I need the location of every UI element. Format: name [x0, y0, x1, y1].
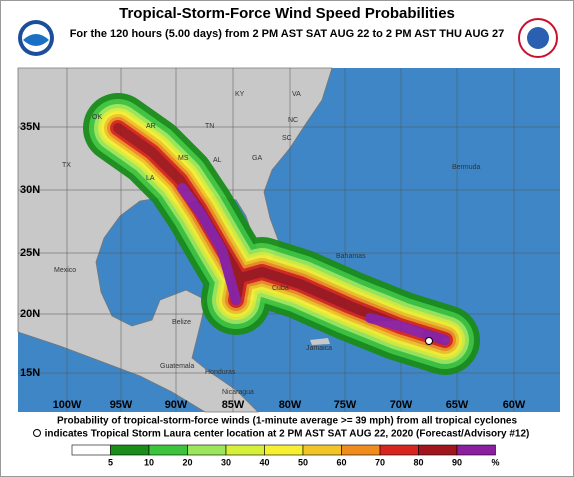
legend-swatch — [71, 444, 111, 456]
legend-label: 60 — [336, 457, 346, 467]
legend-label: % — [491, 457, 499, 467]
place-label: Bahamas — [336, 253, 366, 260]
place-label: MS — [178, 155, 189, 162]
lon-label: 85W — [222, 399, 245, 411]
place-label: TX — [62, 162, 71, 169]
subtitle: For the 120 hours (5.00 days) from 2 PM … — [70, 28, 505, 40]
place-labels: OK AR TN KY VA NC SC GA AL MS LA TX Mexi… — [54, 91, 481, 396]
nws-logo — [518, 18, 558, 58]
place-label: Belize — [172, 319, 191, 326]
legend-label: 40 — [259, 457, 269, 467]
legend-swatch — [225, 444, 265, 456]
lat-label: 35N — [20, 121, 40, 133]
lat-label: 25N — [20, 247, 40, 259]
lon-label: 60W — [503, 399, 526, 411]
place-label: SC — [282, 135, 292, 142]
lat-label: 15N — [20, 367, 40, 379]
legend-label: 30 — [221, 457, 231, 467]
place-label: VA — [292, 91, 301, 98]
legend-label: 70 — [375, 457, 385, 467]
lon-label: 75W — [334, 399, 357, 411]
legend-swatch — [302, 444, 342, 456]
lon-label: 100W — [53, 399, 82, 411]
legend-label: 10 — [144, 457, 154, 467]
place-label: Bermuda — [452, 164, 481, 171]
legend-swatch — [264, 444, 304, 456]
lat-label: 30N — [20, 184, 40, 196]
place-label: Mexico — [54, 267, 76, 274]
lat-label: 20N — [20, 308, 40, 320]
jamaica-land — [310, 338, 330, 345]
place-label: TN — [205, 123, 214, 130]
place-label: OK — [92, 114, 102, 121]
legend-swatch — [148, 444, 188, 456]
legend: 5 10 20 30 40 50 60 70 80 90% — [71, 444, 500, 467]
lon-label: 70W — [390, 399, 413, 411]
footer-line1: Probability of tropical-storm-force wind… — [57, 416, 518, 427]
noaa-logo — [18, 20, 54, 56]
legend-swatch — [187, 444, 227, 456]
place-label: Cuba — [272, 285, 289, 292]
legend-swatch — [418, 444, 458, 456]
footer-line2: indicates Tropical Storm Laura center lo… — [45, 429, 530, 440]
legend-label: 5 — [108, 457, 113, 467]
legend-label: 90 — [452, 457, 462, 467]
place-label: AL — [213, 157, 222, 164]
legend-label: 80 — [413, 457, 423, 467]
storm-center — [425, 337, 433, 345]
place-label: KY — [235, 91, 245, 98]
place-label: GA — [252, 155, 262, 162]
probability-swath — [83, 93, 480, 375]
legend-swatch — [379, 444, 419, 456]
place-label: NC — [288, 117, 298, 124]
lon-label: 95W — [110, 399, 133, 411]
title: Tropical-Storm-Force Wind Speed Probabil… — [119, 5, 455, 22]
place-label: Nicaragua — [222, 389, 254, 396]
lon-label: 90W — [165, 399, 188, 411]
legend-label: 50 — [298, 457, 308, 467]
place-label: LA — [146, 175, 155, 182]
swath-core — [177, 183, 450, 345]
legend-label: 20 — [182, 457, 192, 467]
lon-label: 65W — [446, 399, 469, 411]
place-label: Guatemala — [160, 363, 194, 370]
place-label: Jamaica — [306, 345, 332, 352]
legend-swatch — [341, 444, 381, 456]
legend-swatch — [456, 444, 496, 456]
place-label: AR — [146, 123, 156, 130]
place-label: Honduras — [205, 369, 236, 376]
lon-label: 80W — [279, 399, 302, 411]
legend-swatch — [110, 444, 150, 456]
center-symbol — [33, 429, 41, 437]
